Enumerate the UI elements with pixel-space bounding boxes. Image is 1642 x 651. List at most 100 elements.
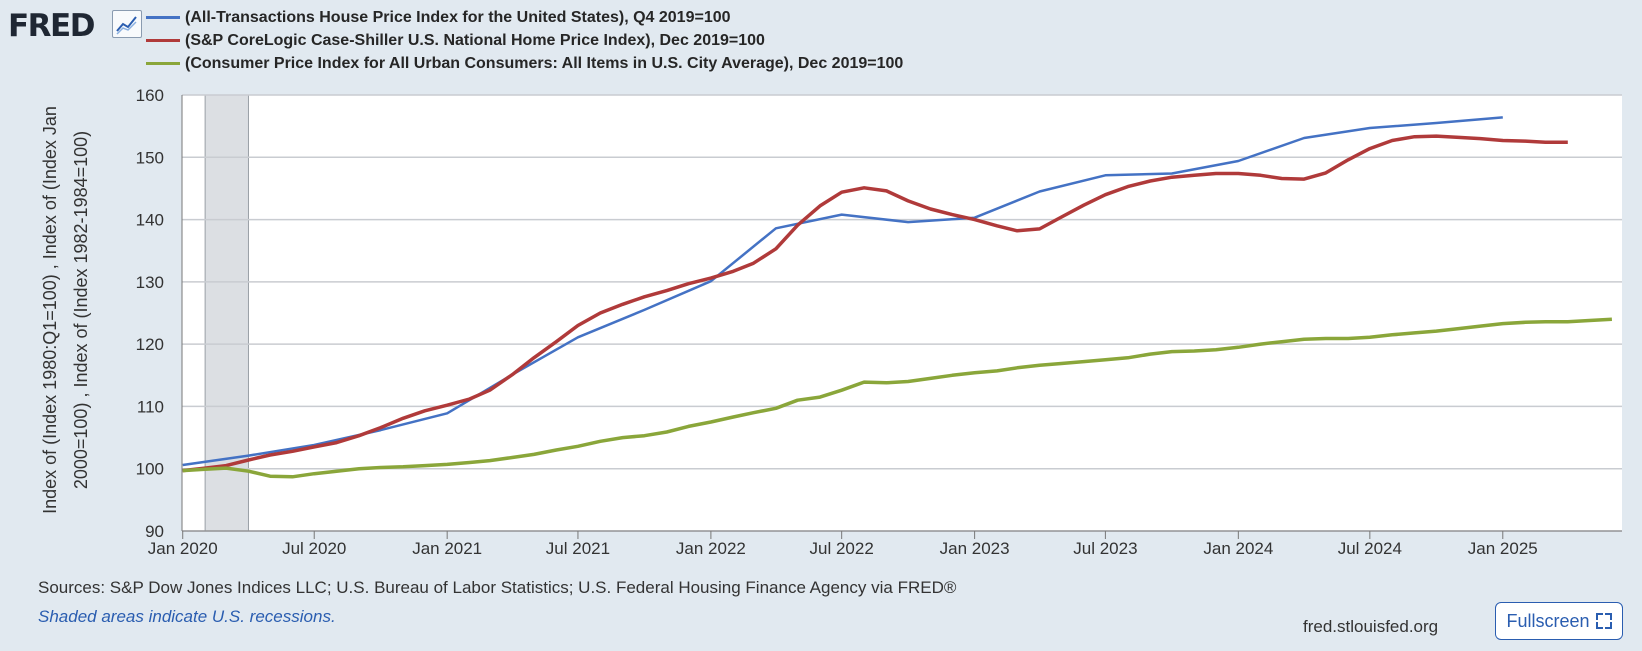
data-point <box>424 410 426 412</box>
x-tick-label: Jul 2020 <box>282 539 346 558</box>
data-point <box>907 221 909 223</box>
y-tick-label: 110 <box>137 397 164 416</box>
data-point <box>841 214 843 216</box>
legend-item-series-3[interactable]: (Consumer Price Index for All Urban Cons… <box>146 52 903 75</box>
chart-line-icon[interactable] <box>112 10 142 38</box>
data-point <box>533 453 535 455</box>
data-point <box>511 374 513 376</box>
x-tick-label: Jul 2024 <box>1338 539 1402 558</box>
data-point <box>292 450 294 452</box>
data-point <box>797 399 799 401</box>
data-point <box>336 470 338 472</box>
data-point <box>1260 343 1262 345</box>
data-point <box>1127 186 1129 188</box>
data-point <box>511 457 513 459</box>
data-point <box>819 396 821 398</box>
data-point <box>1171 351 1173 353</box>
y-tick-label: 150 <box>136 148 164 167</box>
data-point <box>1104 359 1106 361</box>
data-point <box>1611 318 1613 320</box>
data-point <box>247 459 249 461</box>
site-link[interactable]: fred.stlouisfed.org <box>1303 617 1439 636</box>
data-point <box>1260 174 1262 176</box>
data-point <box>533 357 535 359</box>
data-point <box>622 303 624 305</box>
data-point <box>247 455 249 457</box>
data-point <box>1479 325 1481 327</box>
data-point <box>1347 159 1349 161</box>
sources-note: Sources: S&P Dow Jones Indices LLC; U.S.… <box>38 578 957 597</box>
legend-swatch-red <box>146 39 180 42</box>
data-point <box>1016 367 1018 369</box>
data-point <box>269 475 271 477</box>
data-point <box>1104 194 1106 196</box>
data-point <box>313 473 315 475</box>
fullscreen-button[interactable]: Fullscreen <box>1495 602 1623 640</box>
data-point <box>1458 136 1460 138</box>
legend-swatch-blue <box>146 16 180 19</box>
data-point <box>1391 334 1393 336</box>
data-point <box>1303 137 1305 139</box>
data-point <box>1524 321 1526 323</box>
data-point <box>643 296 645 298</box>
data-point <box>1369 148 1371 150</box>
legend-label: (Consumer Price Index for All Urban Cons… <box>185 54 904 72</box>
data-point <box>469 461 471 463</box>
data-point <box>710 277 712 279</box>
data-point <box>951 374 953 376</box>
data-point <box>1215 172 1217 174</box>
x-tick-label: Jan 2025 <box>1468 539 1538 558</box>
data-point <box>1435 122 1437 124</box>
data-point <box>336 442 338 444</box>
data-point <box>1083 361 1085 363</box>
data-point <box>446 463 448 465</box>
data-point <box>599 312 601 314</box>
data-point <box>424 465 426 467</box>
data-point <box>225 467 227 469</box>
data-point <box>1502 323 1504 325</box>
data-point <box>1325 338 1327 340</box>
data-point <box>930 208 932 210</box>
data-point <box>1544 141 1546 143</box>
data-point <box>1567 141 1569 143</box>
chart-plot[interactable]: 90 100 110 120 130 140 150 160 Jan 2020 Jul 2020 J… <box>0 0 1642 560</box>
legend-item-series-2[interactable]: (S&P CoreLogic Case-Shiller U.S. Nationa… <box>146 29 903 52</box>
data-point <box>1588 319 1590 321</box>
data-point <box>775 407 777 409</box>
series-line-1 <box>182 116 1503 467</box>
data-point <box>1083 204 1085 206</box>
data-point <box>555 449 557 451</box>
data-point <box>1060 216 1062 218</box>
data-point <box>1016 230 1018 232</box>
data-point <box>643 309 645 311</box>
data-point <box>1281 177 1283 179</box>
data-point <box>1039 364 1041 366</box>
data-point <box>1237 346 1239 348</box>
fred-logo[interactable]: FRED <box>8 8 95 44</box>
legend-item-series-1[interactable]: (All-Transactions House Price Index for … <box>146 6 903 29</box>
data-point <box>1193 350 1195 352</box>
x-tick-label: Jan 2021 <box>412 539 482 558</box>
data-point <box>1502 116 1504 118</box>
data-point <box>1127 357 1129 359</box>
data-point <box>269 454 271 456</box>
data-point <box>1502 139 1504 141</box>
data-point <box>1149 353 1151 355</box>
data-point <box>182 470 184 472</box>
y-tick-label: 160 <box>136 86 164 105</box>
data-point <box>1171 172 1173 174</box>
data-point <box>358 435 360 437</box>
data-point <box>1479 138 1481 140</box>
data-point <box>1149 180 1151 182</box>
data-point <box>841 191 843 193</box>
y-axis-title: Index of (Index 1980:Q1=100) , Index of … <box>40 106 91 514</box>
data-point <box>1303 178 1305 180</box>
data-point <box>1458 328 1460 330</box>
data-point <box>930 377 932 379</box>
data-point <box>489 389 491 391</box>
x-tick-label: Jul 2021 <box>546 539 610 558</box>
data-point <box>1544 321 1546 323</box>
y-tick-label: 140 <box>136 211 164 230</box>
data-point <box>974 219 976 221</box>
data-point <box>1391 139 1393 141</box>
